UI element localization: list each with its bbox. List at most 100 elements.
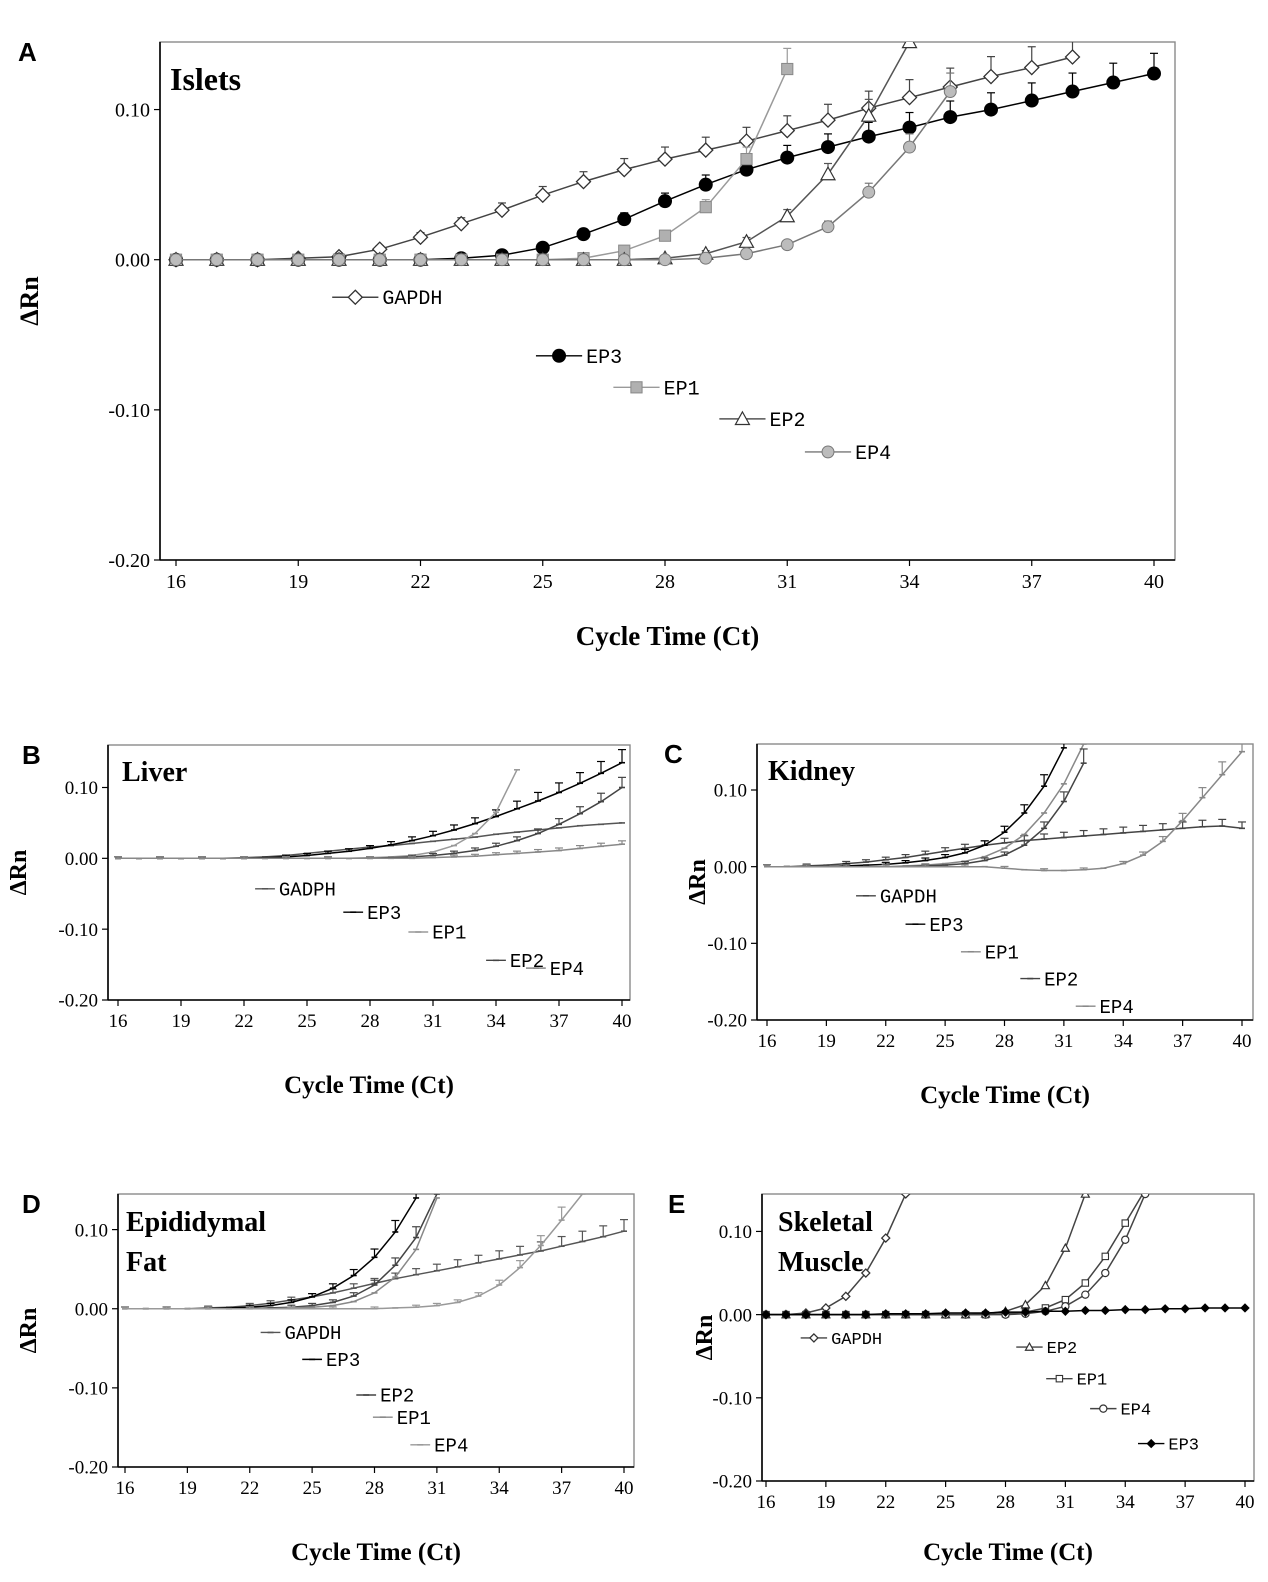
legend-marker: [1055, 1374, 1064, 1383]
legend-label: EP4: [1120, 1402, 1151, 1421]
panel-e: E 16 19 22 25 28 31 34 37 40 0.10 0.00 -0.10 -0.20 Cyc…: [668, 1187, 1255, 1566]
plot-area: [762, 1187, 1250, 1320]
x-axis-label: Cycle Time (Ct): [576, 621, 759, 651]
data-point: [536, 253, 550, 267]
data-point: [821, 140, 835, 155]
data-point: [821, 220, 835, 234]
y-axis-label: ΔRn: [16, 1308, 42, 1354]
data-point: [1020, 1307, 1031, 1317]
data-point: [1060, 1242, 1071, 1252]
data-point: [535, 240, 550, 255]
y-tick-label: -0.10: [108, 400, 150, 422]
x-tick-label: 25: [303, 1478, 322, 1499]
data-point: [901, 89, 918, 106]
data-point: [1060, 1306, 1071, 1317]
plot-area: [121, 1194, 628, 1310]
data-point: [901, 42, 918, 49]
data-point: [1160, 1304, 1170, 1314]
data-point: [980, 1308, 991, 1318]
legend-entry: EP4: [410, 1435, 468, 1457]
data-point: [658, 253, 672, 267]
x-tick-label: 37: [552, 1478, 571, 1499]
data-point: [881, 1309, 891, 1319]
legend-entry: EP1: [1046, 1372, 1107, 1391]
data-point: [697, 142, 714, 159]
x-tick-label: 19: [172, 1011, 191, 1032]
panel-c: C 16 19 22 25 28 31 34 37 40 0.10 0.00 -0.10 -0.20 Cyc…: [664, 739, 1254, 1109]
legend-label: EP2: [1044, 969, 1078, 991]
x-tick-label: 37: [1022, 571, 1042, 593]
x-tick-label: 19: [178, 1478, 197, 1499]
legend-label: EP1: [985, 942, 1019, 964]
x-tick-label: 25: [298, 1011, 317, 1032]
y-tick-label: -0.20: [707, 1011, 747, 1032]
data-point: [861, 129, 876, 144]
data-point: [658, 229, 672, 242]
legend-label: EP4: [550, 959, 584, 981]
data-point: [781, 62, 794, 76]
y-axis-label: ΔRn: [15, 276, 44, 326]
x-tick-label: 16: [758, 1031, 777, 1052]
y-tick-label: 0.10: [75, 1220, 108, 1241]
data-point: [699, 251, 713, 265]
data-point: [779, 207, 796, 223]
x-tick-label: 22: [235, 1011, 254, 1032]
y-tick-label: 0.10: [65, 778, 98, 799]
data-point: [453, 215, 470, 232]
data-point: [821, 1309, 831, 1320]
plot-frame: [756, 743, 1254, 1021]
data-point: [1121, 1235, 1130, 1244]
x-tick-label: 28: [996, 1492, 1015, 1513]
x-tick-label: 28: [361, 1011, 380, 1032]
data-point: [1141, 1194, 1150, 1199]
data-point: [901, 1309, 911, 1319]
x-tick-label: 16: [166, 571, 186, 593]
x-axis-label: Cycle Time (Ct): [284, 1072, 454, 1099]
y-tick-label: -0.20: [68, 1458, 108, 1479]
legend-entry: EP2: [356, 1386, 414, 1408]
x-tick-label: 34: [490, 1478, 510, 1499]
x-tick-label: 22: [876, 1031, 895, 1052]
legend-entry: GAPDH: [260, 1323, 341, 1345]
data-point: [1065, 84, 1080, 99]
data-point: [658, 194, 672, 209]
data-point: [169, 253, 183, 267]
x-tick-label: 40: [1144, 571, 1164, 593]
data-point: [860, 107, 877, 122]
y-axis-label: ΔRn: [692, 1315, 718, 1361]
x-tick-label: 25: [533, 571, 553, 593]
legend-entry: GADPH: [255, 879, 336, 901]
x-tick-label: 16: [116, 1478, 135, 1499]
data-point: [373, 253, 387, 267]
y-tick-label: 0.10: [719, 1222, 752, 1243]
x-tick-label: 31: [427, 1478, 446, 1499]
data-point: [699, 201, 712, 214]
x-tick-label: 19: [817, 1031, 836, 1052]
legend-entry: EP2: [1016, 1340, 1077, 1359]
data-point: [1100, 1305, 1110, 1316]
data-point: [1080, 1305, 1091, 1316]
x-axis-label: Cycle Time (Ct): [291, 1539, 461, 1566]
x-tick-label: 40: [1233, 1031, 1252, 1052]
x-tick-label: 34: [1114, 1031, 1134, 1052]
panel-title: Skeletal: [778, 1207, 873, 1238]
data-point: [779, 122, 796, 139]
x-tick-label: 37: [1176, 1492, 1195, 1513]
x-tick-label: 19: [288, 571, 308, 593]
legend-marker: [1024, 1341, 1035, 1351]
x-tick-label: 22: [876, 1492, 895, 1513]
legend-entry: EP3: [1137, 1437, 1199, 1456]
x-tick-label: 28: [995, 1031, 1014, 1052]
plot-area: [167, 42, 1161, 268]
legend-entry: EP1: [613, 378, 700, 401]
panel-a: A 16 19 22 25 28 31 34 37 40 0.10 0.00 -0.10 -0.20 Cyc…: [15, 37, 1176, 651]
legend-label: EP2: [770, 410, 806, 433]
legend-label: EP3: [586, 347, 622, 370]
data-point: [1142, 1187, 1148, 1193]
data-point: [920, 1309, 931, 1319]
data-point: [1061, 1295, 1070, 1304]
data-point: [617, 253, 631, 267]
data-point: [1101, 1252, 1110, 1261]
legend-label: EP2: [380, 1386, 414, 1408]
